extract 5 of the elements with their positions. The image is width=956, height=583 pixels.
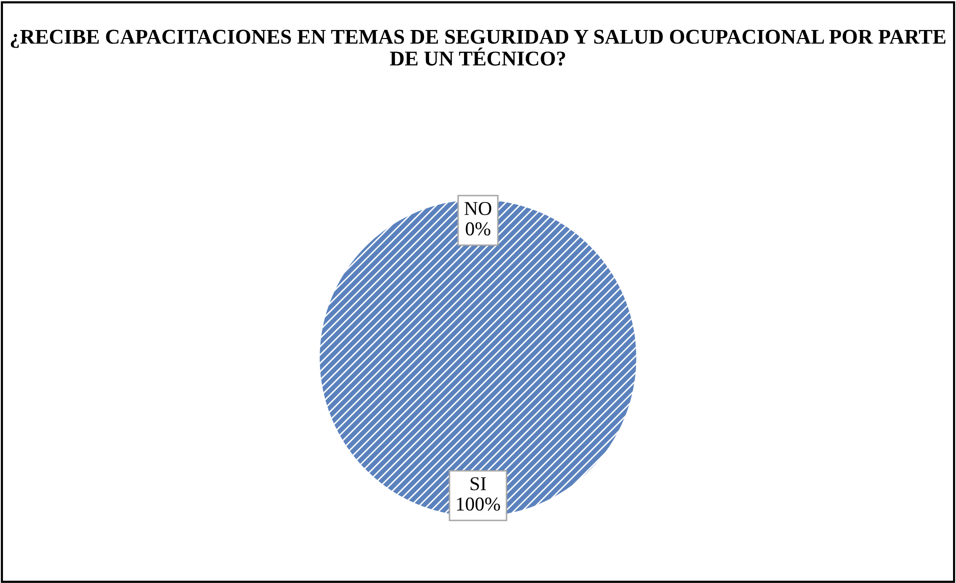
slice-label: SI [470,477,486,490]
chart-title: ¿RECIBE CAPACITACIONES EN TEMAS DE SEGURIDAD Y SALUD OCUPACIONAL POR PARTE DE UN TÉCNICO? [10,30,946,66]
text: 0% [466,222,490,236]
category-label: NO [464,202,492,216]
data-label: 100% [457,498,500,511]
